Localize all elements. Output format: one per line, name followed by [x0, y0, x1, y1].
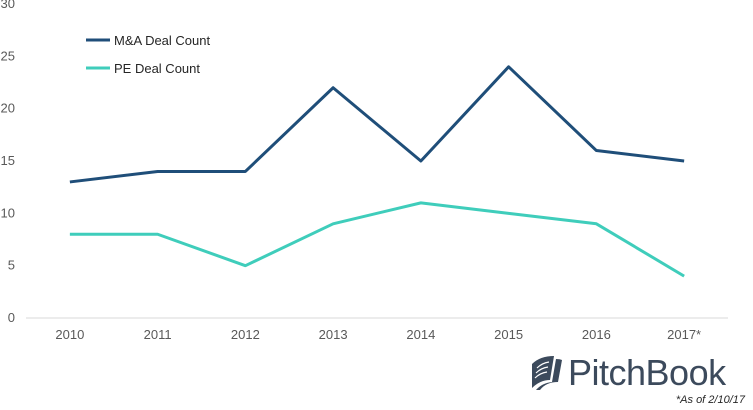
legend-label-pe: PE Deal Count	[114, 61, 200, 76]
y-tick-label: 20	[1, 101, 15, 116]
y-axis-ticks: 0 5 10 15 20 25 30	[1, 0, 15, 325]
x-tick-label: 2014	[406, 327, 435, 342]
pitchbook-logo: PitchBook	[528, 352, 726, 394]
pitchbook-book-icon	[532, 356, 562, 390]
legend-label-ma: M&A Deal Count	[114, 33, 210, 48]
y-tick-label: 15	[1, 153, 15, 168]
y-tick-label: 5	[8, 258, 15, 273]
x-tick-label: 2015	[494, 327, 523, 342]
y-tick-label: 0	[8, 310, 15, 325]
x-tick-label: 2013	[319, 327, 348, 342]
x-tick-label: 2012	[231, 327, 260, 342]
legend: M&A Deal Count PE Deal Count	[86, 33, 210, 76]
logo-text: PitchBook	[568, 352, 726, 393]
y-tick-label: 10	[1, 205, 15, 220]
series-line-ma-deal-count	[69, 65, 685, 184]
footnote: *As of 2/10/17	[675, 394, 745, 406]
series-line-pe-deal-count	[69, 201, 685, 278]
x-tick-label: 2010	[55, 327, 84, 342]
y-tick-label: 30	[1, 0, 15, 11]
y-tick-label: 25	[1, 48, 15, 63]
x-axis-ticks: 2010 2011 2012 2013 2014 2015 2016 2017*	[55, 327, 701, 342]
x-tick-label: 2011	[144, 327, 172, 342]
series-group	[69, 65, 685, 278]
x-tick-label: 2016	[582, 327, 611, 342]
x-tick-label: 2017*	[667, 327, 701, 342]
